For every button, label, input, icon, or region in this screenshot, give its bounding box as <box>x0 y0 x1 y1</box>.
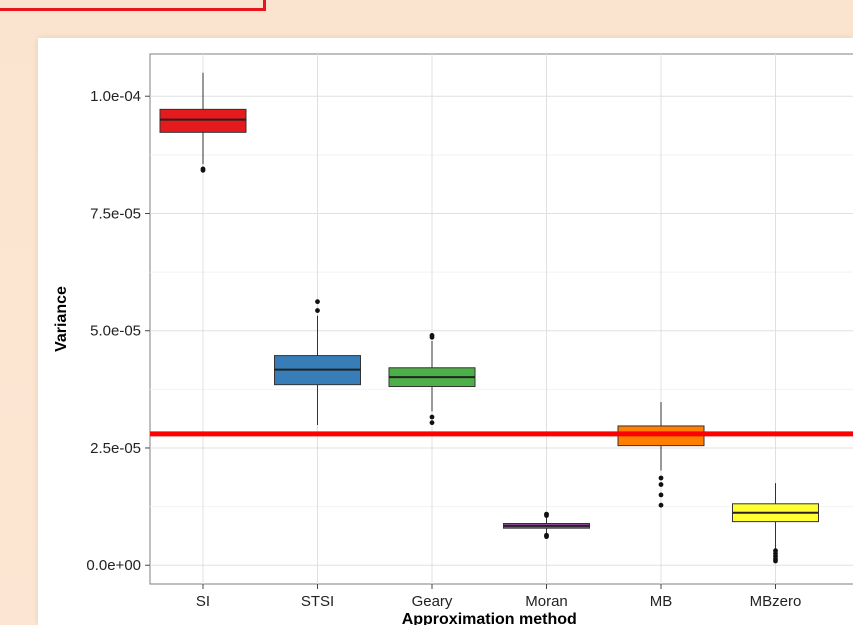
box-mbzero <box>732 483 819 564</box>
outlier-point <box>200 167 206 173</box>
outlier-point <box>315 299 320 305</box>
outlier-point <box>773 558 778 564</box>
y-tick-label: 7.5e-05 <box>90 205 141 222</box>
x-axis-title: Approximation method <box>402 611 577 625</box>
outlier-point <box>315 308 320 313</box>
iqr-box <box>159 108 247 133</box>
y-axis-title: Variance <box>53 286 70 352</box>
x-tick-label: STSI <box>301 593 334 610</box>
outlier-point <box>658 502 664 508</box>
box-geary <box>388 333 476 426</box>
outlier-point <box>429 414 435 420</box>
y-tick-label: 2.5e-05 <box>90 440 141 457</box>
outlier-point <box>658 482 664 487</box>
x-tick-label: MB <box>650 593 673 610</box>
outlier-point <box>544 534 549 540</box>
box-si <box>159 72 247 173</box>
outlier-point <box>544 511 549 517</box>
x-axis-ticks: SI STSI Geary Moran MB MBzero <box>196 584 801 610</box>
plot-area <box>149 53 853 585</box>
y-axis-ticks: 0.0e+00 2.5e-05 5.0e-05 7.5e-05 1.0e-04 <box>86 88 150 574</box>
y-tick-label: 5.0e-05 <box>90 323 141 340</box>
x-tick-label: SI <box>196 593 210 610</box>
gridlines <box>150 54 853 584</box>
y-tick-label: 0.0e+00 <box>86 557 141 574</box>
x-tick-label: Moran <box>525 593 568 610</box>
x-tick-label: MBzero <box>750 593 802 610</box>
y-tick-label: 1.0e-04 <box>90 88 141 105</box>
box-stsi <box>274 299 361 425</box>
x-tick-label: Geary <box>412 593 453 610</box>
outlier-point <box>429 420 435 426</box>
box-moran <box>503 511 590 540</box>
outlier-point <box>658 492 664 498</box>
highlight-frame <box>0 0 266 11</box>
outlier-point <box>658 475 664 481</box>
outlier-point <box>429 333 435 338</box>
